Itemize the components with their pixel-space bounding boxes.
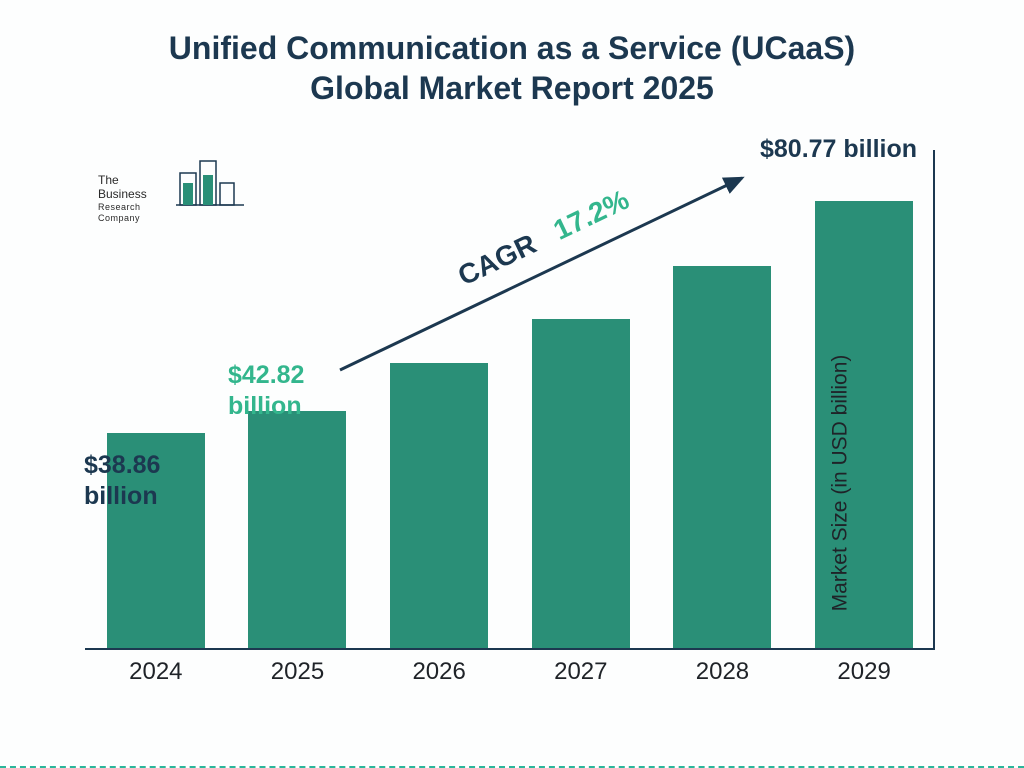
bar-slot-2028 — [652, 266, 792, 648]
bar-2026 — [390, 363, 488, 648]
x-label-2027: 2027 — [511, 658, 651, 686]
bar-slot-2029 — [794, 201, 934, 648]
value-2024-unit: billion — [84, 482, 158, 510]
bars-container — [85, 150, 935, 648]
x-label-2024: 2024 — [86, 658, 226, 686]
bar-slot-2027 — [511, 319, 651, 648]
bar-2025 — [248, 411, 346, 648]
bar-slot-2025 — [227, 411, 367, 648]
chart-title: Unified Communication as a Service (UCaa… — [0, 0, 1024, 108]
bar-2027 — [532, 319, 630, 648]
bar-slot-2026 — [369, 363, 509, 648]
value-2024-amount: $38.86 — [84, 451, 160, 479]
title-line-2: Global Market Report 2025 — [0, 68, 1024, 108]
value-2029-text: $80.77 billion — [760, 135, 917, 163]
plot-area — [85, 150, 935, 650]
value-label-2024: $38.86 billion — [84, 450, 160, 513]
bar-2028 — [673, 266, 771, 648]
bar-chart: 202420252026202720282029 Market Size (in… — [85, 150, 935, 695]
x-label-2025: 2025 — [227, 658, 367, 686]
value-label-2029: $80.77 billion — [760, 134, 917, 165]
value-2025-amount: $42.82 — [228, 361, 304, 389]
value-label-2025: $42.82 billion — [228, 360, 304, 423]
y-axis-title: Market Size (in USD billion) — [829, 355, 853, 612]
x-label-2028: 2028 — [652, 658, 792, 686]
value-2025-unit: billion — [228, 392, 302, 420]
x-axis-labels: 202420252026202720282029 — [85, 650, 935, 695]
x-label-2026: 2026 — [369, 658, 509, 686]
x-label-2029: 2029 — [794, 658, 934, 686]
title-line-1: Unified Communication as a Service (UCaa… — [0, 28, 1024, 68]
